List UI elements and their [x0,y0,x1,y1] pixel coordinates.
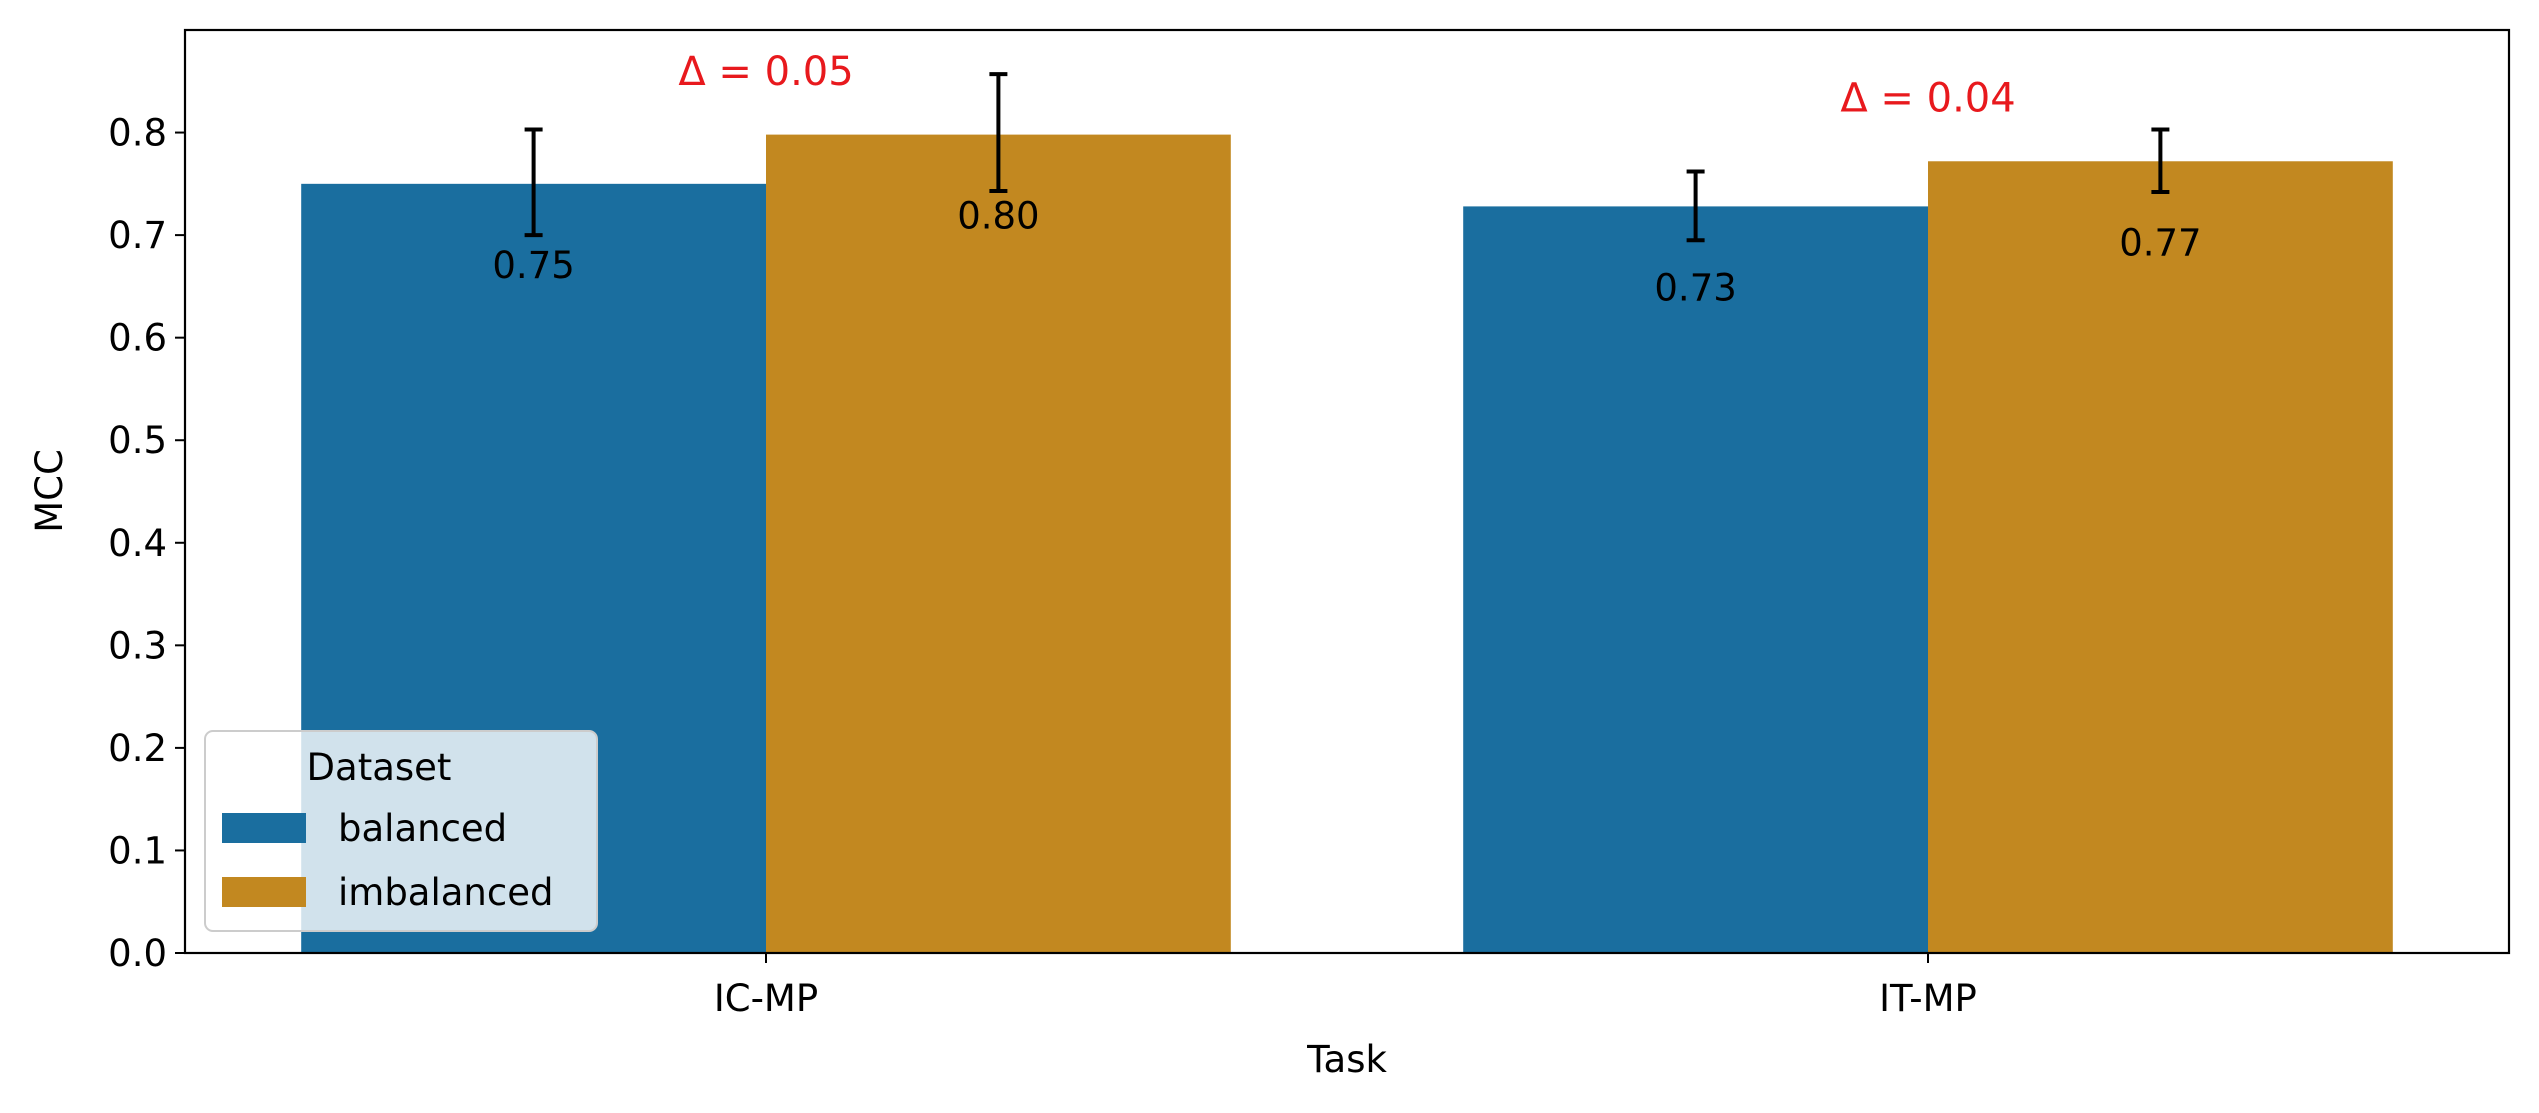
delta-annotation: Δ = 0.05 [678,49,853,95]
legend: Dataset balanced imbalanced [204,730,598,932]
y-tick-label: 0.2 [108,727,167,770]
y-axis-label: MCC [28,449,71,533]
bar-value-label: 0.73 [1654,266,1736,309]
bar-imbalanced-IC-MP [766,134,1231,953]
x-tick-label: IC-MP [714,977,818,1020]
x-tick-label: IT-MP [1879,977,1977,1020]
y-axis-ticks: 0.0 0.1 0.2 0.3 0.4 0.5 0.6 0.7 0.8 [108,112,185,975]
y-tick-label: 0.7 [108,214,167,257]
y-tick-label: 0.4 [108,522,167,565]
legend-entry-balanced: balanced [338,807,507,850]
bar-imbalanced-IT-MP [1928,161,2393,953]
y-tick-label: 0.3 [108,624,167,667]
legend-title: Dataset [307,746,452,789]
legend-entry-imbalanced: imbalanced [338,871,553,914]
bar-value-label: 0.80 [957,195,1039,238]
y-tick-label: 0.6 [108,317,167,360]
y-tick-label: 0.0 [108,932,167,975]
x-axis-ticks: IC-MP IT-MP [714,953,1977,1020]
delta-annotations: Δ = 0.05 Δ = 0.04 [678,49,2015,122]
delta-annotation: Δ = 0.04 [1840,76,2015,122]
y-tick-label: 0.1 [108,829,167,872]
y-tick-label: 0.5 [108,419,167,462]
legend-swatch-balanced [222,813,306,843]
error-bars [524,72,2170,243]
legend-swatch-imbalanced [222,877,306,907]
bar-value-labels: 0.75 0.73 0.80 0.77 [492,195,2201,310]
bars [301,134,2393,954]
y-tick-label: 0.8 [108,112,167,155]
bar-value-label: 0.77 [2119,221,2201,264]
bar-value-label: 0.75 [492,244,574,287]
x-axis-label: Task [1306,1038,1387,1081]
plot-frame [183,28,2511,955]
bar-balanced-IT-MP [1463,206,1928,953]
